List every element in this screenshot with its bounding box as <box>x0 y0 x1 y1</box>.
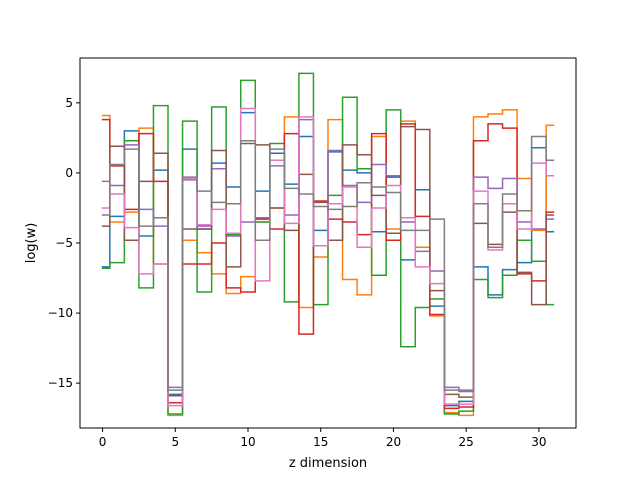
x-axis-ticks: 0 5 10 15 20 25 30 <box>99 428 547 449</box>
x-tick-label: 20 <box>386 435 401 449</box>
x-tick-label: 15 <box>313 435 328 449</box>
series-layer <box>101 72 555 417</box>
y-tick-label: 5 <box>65 96 73 110</box>
x-tick-label: 30 <box>531 435 546 449</box>
x-tick-label: 5 <box>171 435 179 449</box>
series-line-8 <box>101 135 555 393</box>
y-axis-label: log(w) <box>24 223 39 264</box>
x-tick-label: 10 <box>240 435 255 449</box>
y-axis-ticks: 5 0 −5 −10 −15 <box>48 96 80 390</box>
series-line-7 <box>101 107 555 407</box>
y-tick-label: 0 <box>65 166 73 180</box>
series-line-5 <box>101 118 555 391</box>
x-tick-label: 25 <box>459 435 474 449</box>
y-tick-label: −10 <box>48 306 73 320</box>
series-line-3 <box>101 72 555 415</box>
x-axis-label: z dimension <box>289 456 367 471</box>
y-tick-label: −15 <box>48 376 73 390</box>
x-tick-label: 0 <box>99 435 107 449</box>
y-tick-label: −5 <box>55 236 73 250</box>
